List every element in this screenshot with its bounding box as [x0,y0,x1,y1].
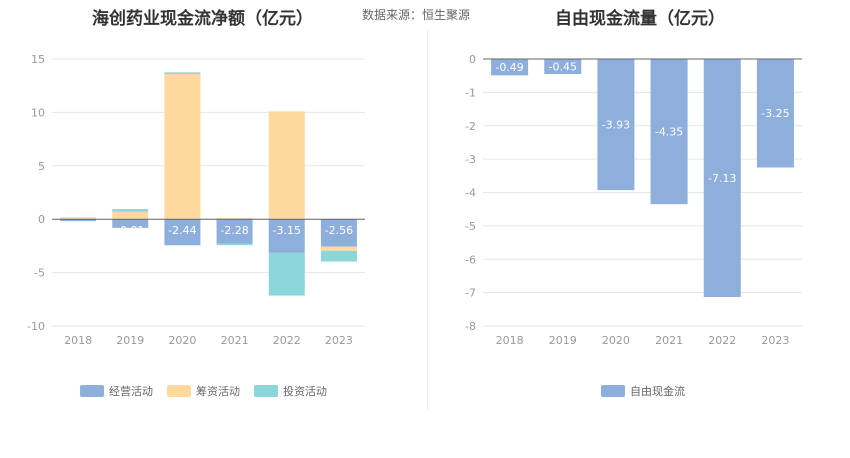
right-data-label: -0.45 [549,61,577,74]
right-data-label: -7.13 [708,172,736,185]
left-bar-2 [320,246,357,251]
left-bar-3 [216,243,253,246]
right-bar-1 [703,59,741,297]
left-bar-1 [216,219,253,244]
legend-swatch [254,385,278,397]
right-y-tick-label: -7 [465,287,476,300]
left-y-tick-label: -10 [27,320,45,333]
right-x-tick-label: 2018 [496,334,524,347]
left-data-label: -0.81 [116,224,144,237]
right-y-tick-label: -5 [465,220,476,233]
legend-swatch [601,385,625,397]
right-bar-1 [491,59,529,76]
left-bar-3 [268,252,305,296]
right-y-tick-label: -2 [465,120,476,133]
right-x-tick-label: 2019 [549,334,577,347]
right-y-tick-label: 0 [469,53,476,66]
left-bar-1 [112,219,149,228]
left-y-tick-label: 0 [38,213,45,226]
right-x-tick-label: 2022 [708,334,736,347]
right-bar-1 [756,59,794,168]
left-bar-1 [164,219,201,246]
right-y-tick-label: -6 [465,253,476,266]
right-legend: 自由现金流 [601,383,699,399]
left-bar-2 [60,218,97,220]
left-data-label: -2.28 [220,224,248,237]
left-y-tick-label: -5 [34,267,45,280]
right-y-tick-label: -3 [465,153,476,166]
right-bar-1 [544,59,582,75]
left-legend: 经营活动 筹资活动 投资活动 [80,383,341,399]
left-x-tick-label: 2018 [64,334,92,347]
legend-swatch [80,385,104,397]
right-x-tick-label: 2023 [761,334,789,347]
right-y-tick-label: -4 [465,187,476,200]
legend-label: 经营活动 [109,385,153,398]
legend-item[interactable]: 自由现金流 [601,383,685,399]
right-data-label: -3.25 [761,107,789,120]
left-y-tick-label: 5 [38,160,45,173]
right-data-label: -4.35 [655,126,683,139]
left-bar-1 [60,219,97,222]
left-bar-2 [216,218,253,220]
legend-label: 投资活动 [283,385,327,398]
left-bar-2 [112,211,149,220]
chart-divider [427,30,428,410]
right-y-tick-label: -8 [465,320,476,333]
right-x-tick-label: 2020 [602,334,630,347]
left-bar-3 [320,250,357,262]
left-bar-1 [320,219,357,247]
legend-swatch [167,385,191,397]
right-x-tick-label: 2021 [655,334,683,347]
left-x-tick-label: 2019 [116,334,144,347]
left-data-label: -0.18 [64,224,92,237]
legend-label: 筹资活动 [196,385,240,398]
left-chart-title: 海创药业现金流净额（亿元） [92,9,313,29]
left-bar-3 [60,217,97,219]
left-bar-1 [268,219,305,253]
left-data-label: -2.56 [325,224,353,237]
left-x-tick-label: 2020 [168,334,196,347]
right-data-label: -3.93 [602,119,630,132]
legend-label: 自由现金流 [630,385,685,398]
legend-item[interactable]: 经营活动 [80,383,153,399]
legend-item[interactable]: 投资活动 [254,383,327,399]
left-bar-2 [164,73,201,220]
right-bar-1 [597,59,635,191]
left-x-tick-label: 2023 [325,334,353,347]
right-y-tick-label: -1 [465,86,476,99]
left-data-label: -2.44 [168,224,196,237]
left-bar-3 [112,209,149,212]
data-source: 数据来源：恒生聚源 [362,8,471,22]
right-data-label: -0.49 [495,61,523,74]
right-bar-1 [650,59,688,205]
left-y-tick-label: 10 [31,106,45,119]
left-y-tick-label: 15 [31,53,45,66]
left-bar-3 [164,72,201,74]
left-bar-2 [268,111,305,220]
left-x-tick-label: 2021 [221,334,249,347]
left-data-label: -3.15 [273,224,301,237]
left-x-tick-label: 2022 [273,334,301,347]
right-chart-title: 自由现金流量（亿元） [555,9,725,29]
legend-item[interactable]: 筹资活动 [167,383,240,399]
